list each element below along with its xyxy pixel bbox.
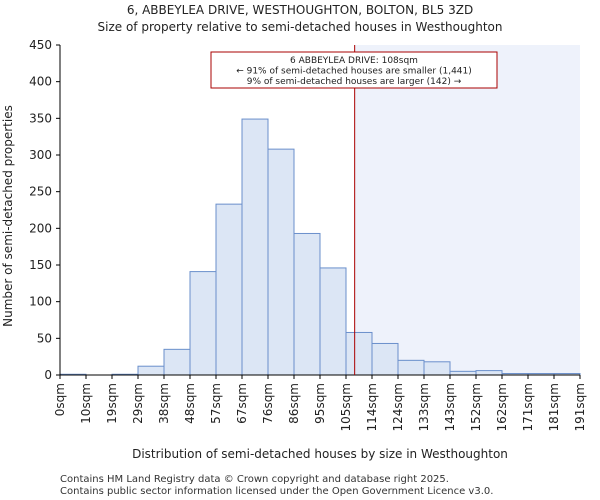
bar-67sqm [241,118,269,376]
x-tick-label-143sqm: 143sqm [443,383,457,431]
x-tick-label-95sqm: 95sqm [313,383,327,424]
bar-29sqm [137,365,165,376]
x-tick-label-171sqm: 171sqm [521,383,535,431]
y-tick-label-350: 350 [29,111,52,125]
larger-region-shade [354,45,580,375]
x-tick-label-76sqm: 76sqm [261,383,275,424]
x-tick-label-48sqm: 48sqm [183,383,197,424]
footer-line-2: Contains public sector information licen… [60,486,493,497]
plot-area: 0 50 100 150 200 250 300 350 400 450 0sqm 10sqm 19sq… [29,38,587,431]
x-axis-label: Distribution of semi-detached houses by … [132,447,508,461]
annotation-box [210,51,498,89]
x-tick-label-38sqm: 38sqm [157,383,171,424]
x-tick-label-191sqm: 191sqm [573,383,587,431]
bar-48sqm [189,271,217,376]
x-tick-label-19sqm: 19sqm [105,383,119,424]
x-tick-label-10sqm: 10sqm [79,383,93,424]
x-tick-label-0sqm: 0sqm [53,383,67,416]
x-tick-label-181sqm: 181sqm [547,383,561,431]
bar-86sqm [293,232,321,376]
y-tick-label-100: 100 [29,295,52,309]
bar-105sqm [345,331,373,376]
x-tick-label-105sqm: 105sqm [339,383,353,431]
bar-124sqm [397,359,425,376]
annotation-line-1: 6 ABBEYLEA DRIVE: 108sqm [290,56,418,66]
y-tick-label-200: 200 [29,221,52,235]
y-tick-label-450: 450 [29,38,52,52]
x-tick-label-114sqm: 114sqm [365,383,379,431]
y-tick-label-150: 150 [29,258,52,272]
x-tick-label-67sqm: 67sqm [235,383,249,424]
y-tick-label-250: 250 [29,185,52,199]
x-tick-label-133sqm: 133sqm [417,383,431,431]
x-tick-label-57sqm: 57sqm [209,383,223,424]
x-tick-label-124sqm: 124sqm [391,383,405,431]
y-tick-label-300: 300 [29,148,52,162]
footer-line-1: Contains HM Land Registry data © Crown c… [60,474,449,485]
x-tick-label-152sqm: 152sqm [469,383,483,431]
annotation-line-2: ← 91% of semi-detached houses are smalle… [236,67,472,77]
x-tick-label-86sqm: 86sqm [287,383,301,424]
bar-57sqm [215,203,243,376]
bar-95sqm [319,267,347,376]
y-axis-label: Number of semi-detached properties [1,105,15,327]
x-tick-label-162sqm: 162sqm [495,383,509,431]
x-tick-label-29sqm: 29sqm [131,383,145,424]
chart-subtitle: Size of property relative to semi-detach… [98,20,503,34]
bar-38sqm [163,348,191,376]
bar-76sqm [267,148,295,376]
chart-title: 6, ABBEYLEA DRIVE, WESTHOUGHTON, BOLTON,… [127,3,473,17]
bar-114sqm [371,342,399,376]
annotation-line-3: 9% of semi-detached houses are larger (1… [247,77,462,87]
bar-152sqm [475,370,503,376]
y-tick-label-0: 0 [44,368,52,382]
y-tick-label-400: 400 [29,75,52,89]
y-tick-label-50: 50 [37,331,52,345]
bar-133sqm [423,361,451,376]
bar-143sqm [449,370,477,376]
